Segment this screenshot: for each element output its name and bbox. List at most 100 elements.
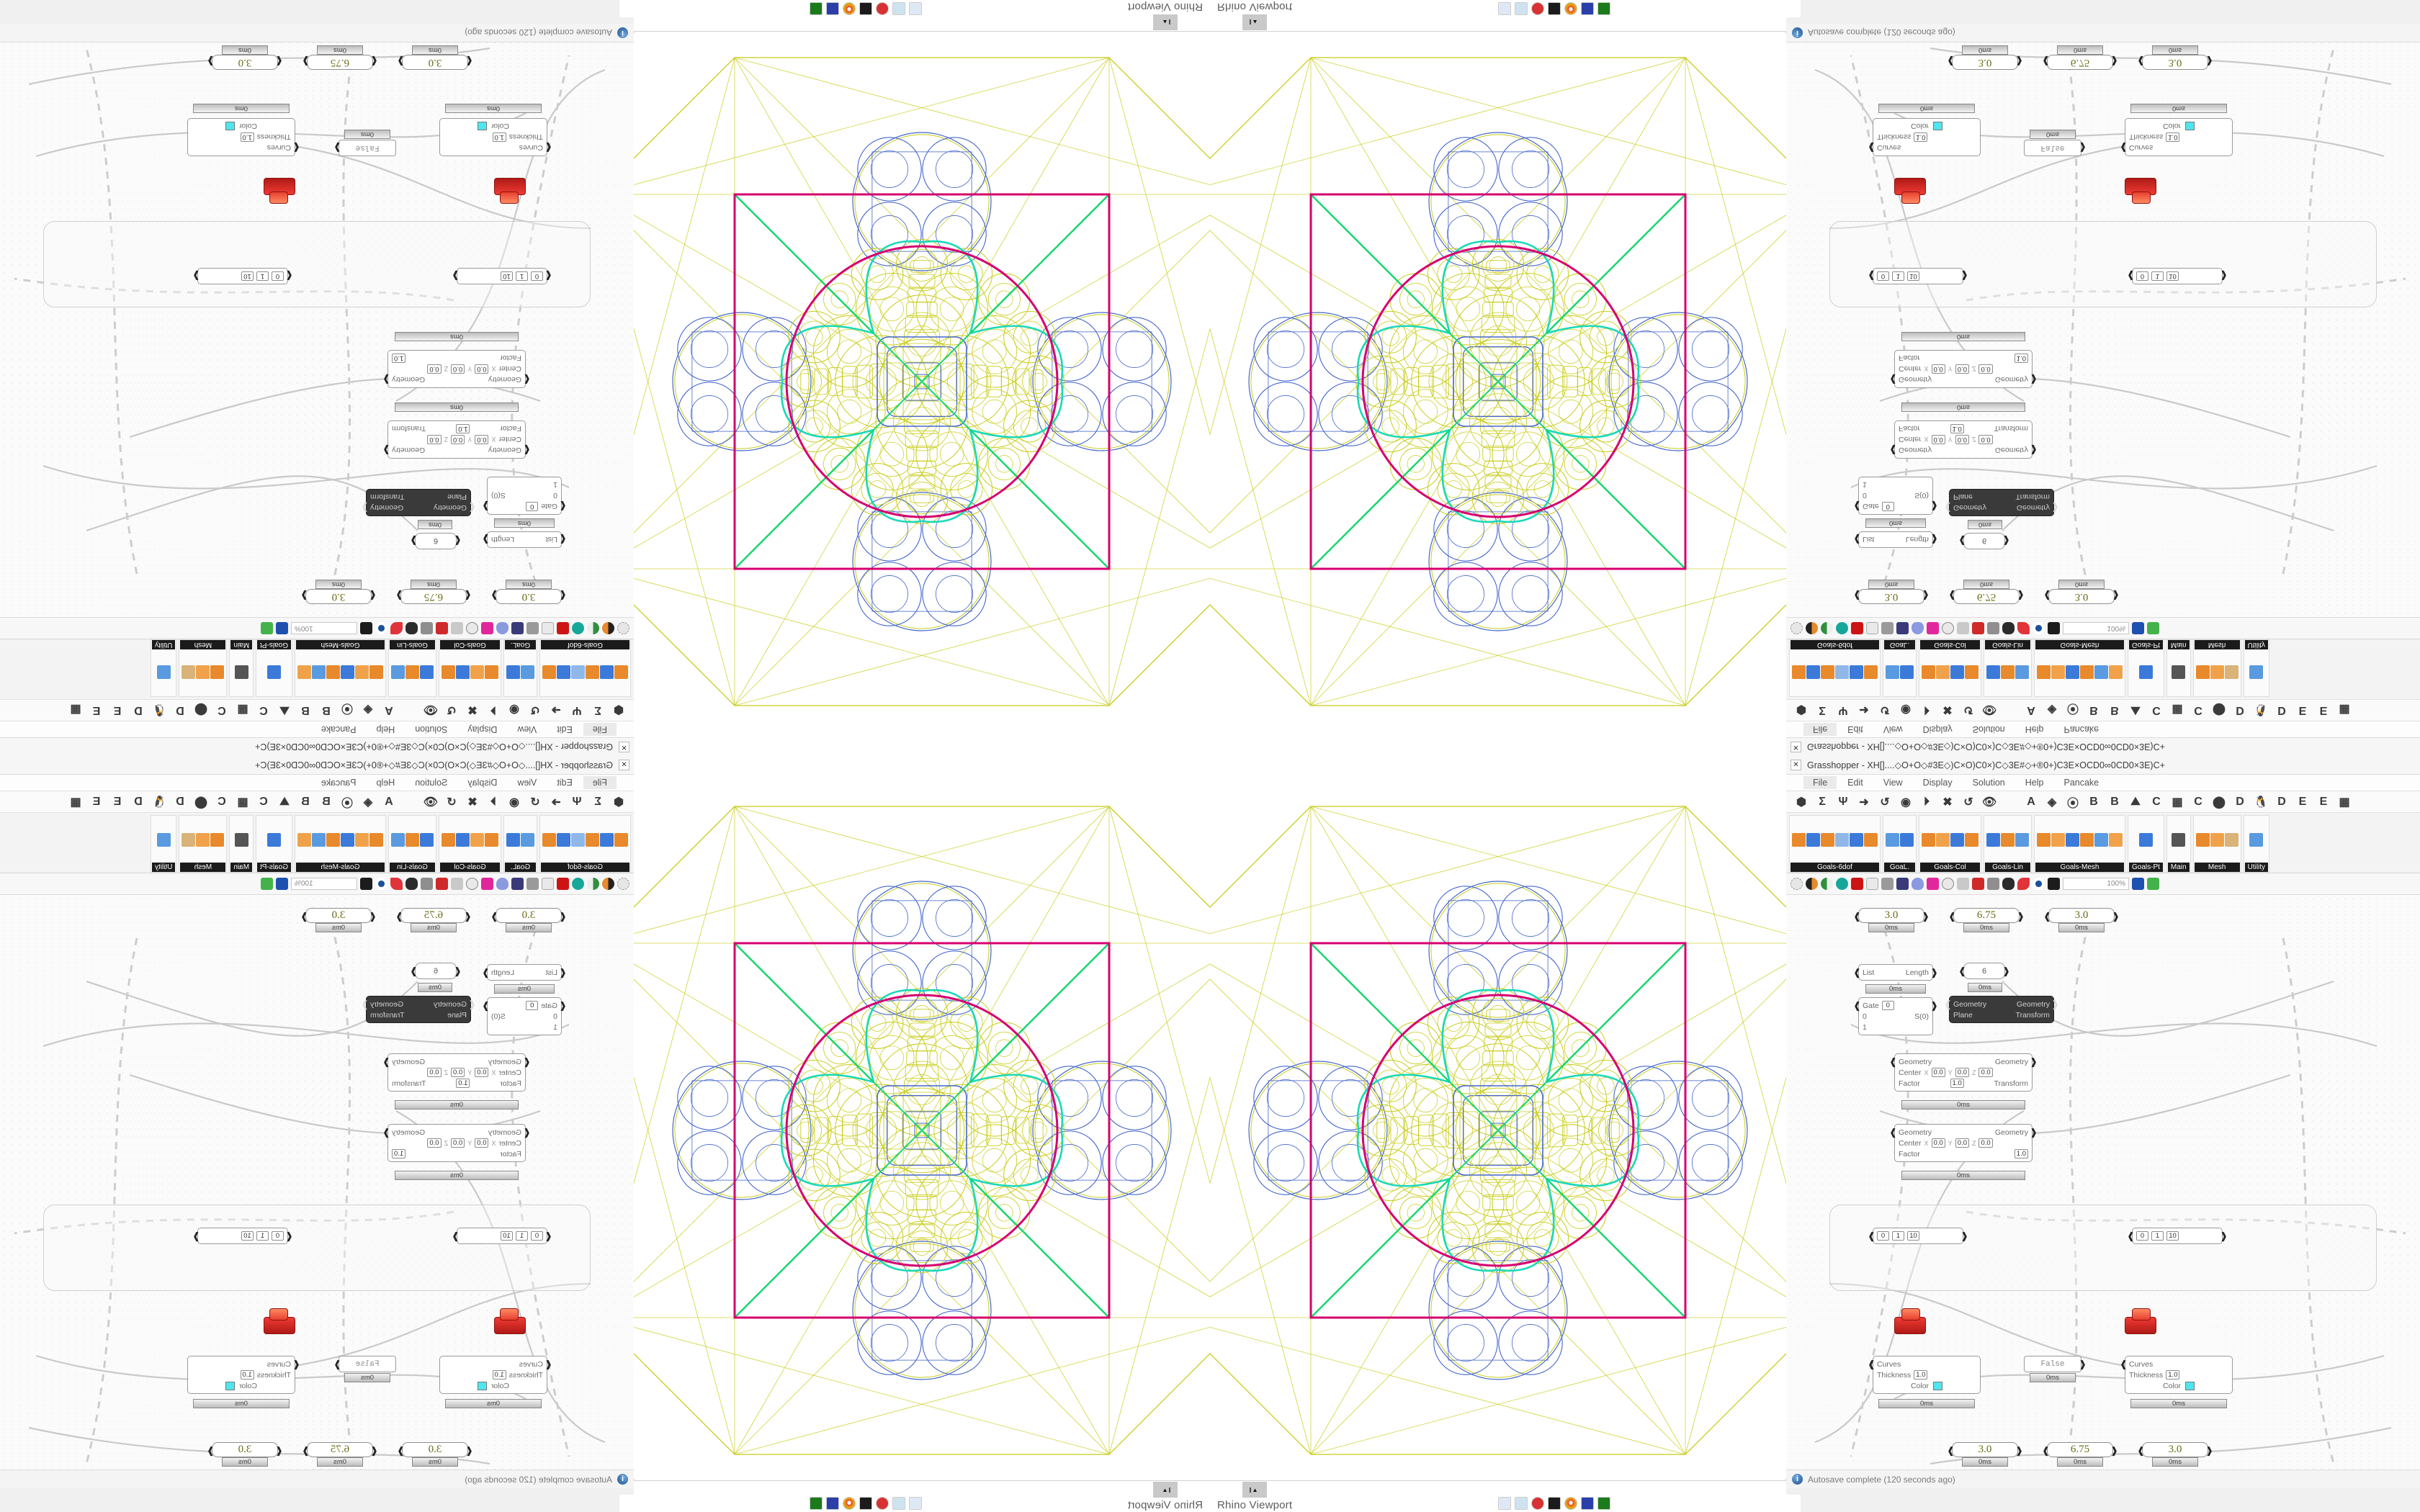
- tab-icon-maths[interactable]: Σ: [594, 795, 601, 808]
- factor-value[interactable]: 1.0: [456, 424, 470, 433]
- number-slider[interactable]: ❰ 3.0 ❱: [300, 908, 377, 923]
- solver-component[interactable]: [494, 1317, 526, 1334]
- menu-item-display[interactable]: Display: [1922, 778, 1953, 788]
- tab-icon-vector[interactable]: ➜: [1859, 703, 1869, 716]
- map-icon[interactable]: [1548, 2, 1561, 15]
- gate-value[interactable]: 0: [1881, 502, 1894, 511]
- ribbon-group[interactable]: Goals-6dof: [539, 639, 631, 697]
- tab-icon-params[interactable]: ⬢: [1796, 703, 1806, 716]
- viewport-tab[interactable]: Rhino Viewport: [1118, 0, 1210, 32]
- solver-component[interactable]: [494, 178, 526, 195]
- center-x-value[interactable]: 0.0: [475, 1138, 489, 1148]
- tab-icon-curve[interactable]: ↺: [1880, 796, 1890, 809]
- series-start[interactable]: 0: [531, 1231, 543, 1241]
- calculator-icon[interactable]: [1498, 1497, 1511, 1510]
- viewport-dropdown-icon[interactable]: [1242, 1482, 1268, 1498]
- series-component[interactable]: 0 1 10 ❰ ❱: [452, 268, 552, 284]
- factor-value[interactable]: 1.0: [2014, 1149, 2028, 1158]
- tab-icon-params[interactable]: ⬢: [614, 703, 624, 716]
- number-slider[interactable]: ❰ 3.0 ❱: [2043, 589, 2120, 604]
- tab-icon-vector[interactable]: ➜: [1859, 796, 1869, 809]
- tab-icon-blob[interactable]: ⬤: [2213, 703, 2226, 716]
- tab-letter-c2[interactable]: C: [218, 795, 226, 808]
- series-component[interactable]: 0 1 10 ❰ ❱: [1868, 268, 1968, 284]
- ribbon-group[interactable]: Utility: [2243, 639, 2270, 697]
- number-slider[interactable]: ❰ 3.0 ❱: [1947, 1442, 2023, 1457]
- series-start[interactable]: 0: [2136, 1231, 2148, 1241]
- close-icon[interactable]: ✕: [1791, 760, 1801, 770]
- tab-icon-mesh[interactable]: ⏵: [1923, 704, 1930, 717]
- series-count[interactable]: 10: [2166, 271, 2179, 281]
- color-swatch[interactable]: [477, 1381, 487, 1390]
- center-x-value[interactable]: 0.0: [1931, 1068, 1945, 1077]
- tab-icon-weaverbird[interactable]: ⦿: [2066, 797, 2079, 810]
- tab-icon-intersect[interactable]: ✖: [467, 703, 478, 716]
- quadrant-bottom-left[interactable]: ▾ 0.79 104 162 1052 0.03 0.00 519 38 112…: [0, 756, 1210, 1512]
- list-length-component[interactable]: List Length ❰ ❱: [1853, 531, 1938, 548]
- floppy-blue-icon[interactable]: [826, 1497, 839, 1510]
- orient-component[interactable]: Geometry Geometry Plane Transform ❰: [1944, 996, 2059, 1023]
- ribbon-group[interactable]: Main: [2166, 815, 2191, 873]
- quadrant-top-right[interactable]: ▾ 0.79 104 162 1052 0.03 0.00 519 38 112…: [1210, 0, 2420, 756]
- ribbon-group[interactable]: Utility: [150, 639, 177, 697]
- ribbon-group[interactable]: Main: [2166, 639, 2191, 697]
- tab-icon-terrain[interactable]: ⛰: [2130, 795, 2141, 808]
- quadrant-bottom-right[interactable]: ▾ 0.79 104 162 1052 0.03 0.00 519 38 112…: [1210, 756, 2420, 1512]
- calculator-icon[interactable]: [909, 2, 922, 15]
- series-start[interactable]: 0: [272, 271, 284, 281]
- tab-letter-d1[interactable]: D: [176, 795, 184, 808]
- tab-letter-b2[interactable]: B: [2110, 795, 2119, 808]
- number-slider[interactable]: ❰ 3.0 ❱: [300, 589, 377, 604]
- tab-letter-a[interactable]: A: [2027, 795, 2035, 808]
- viewport-tab[interactable]: Rhino Viewport: [1210, 0, 1302, 32]
- tab-icon-sets[interactable]: Ψ: [1838, 795, 1848, 808]
- number-slider[interactable]: ❰ 3.0 ❱: [1947, 55, 2023, 70]
- menu-item-display[interactable]: Display: [467, 724, 498, 734]
- scale-component[interactable]: Geometry Geometry Center X 0.0 Y 0.0 Z: [382, 1053, 531, 1092]
- tab-letter-a[interactable]: A: [2027, 704, 2035, 717]
- ribbon-group[interactable]: Goals-Mesh: [295, 815, 386, 873]
- menu-item-file[interactable]: File: [583, 723, 617, 736]
- tab-letter-c1[interactable]: C: [2152, 704, 2161, 717]
- number-slider[interactable]: ❰ 3.0 ❱: [2137, 1442, 2213, 1457]
- viewport-tab[interactable]: Rhino Viewport: [1210, 1480, 1302, 1512]
- ribbon-group[interactable]: Goals-6dof: [1789, 815, 1881, 873]
- tab-icon-params[interactable]: ⬢: [614, 796, 624, 809]
- ribbon-group[interactable]: Goals-Col: [1919, 639, 1981, 697]
- tab-icon-blob[interactable]: ⬤: [2213, 796, 2226, 809]
- tab-letter-d1[interactable]: D: [176, 704, 184, 717]
- gate-component[interactable]: Gate 0 0 S(0) 1 ❰: [1853, 477, 1938, 515]
- ribbon-group[interactable]: GoaL.: [503, 639, 537, 697]
- close-icon[interactable]: ✕: [619, 760, 629, 770]
- series-component[interactable]: 0 1 10 ❰ ❱: [2127, 1228, 2228, 1244]
- tab-letter-d1[interactable]: D: [2236, 795, 2244, 808]
- menu-item-edit[interactable]: Edit: [1847, 778, 1863, 788]
- chrome-icon[interactable]: [843, 1497, 856, 1510]
- series-start[interactable]: 0: [2136, 271, 2148, 281]
- thickness-value[interactable]: 1.0: [2166, 132, 2180, 142]
- scale-component[interactable]: Geometry Geometry Center X 0.0 Y 0.0 Z: [382, 420, 531, 459]
- series-start[interactable]: 0: [1877, 1231, 1889, 1241]
- viewport-tab[interactable]: Rhino Viewport: [1118, 1480, 1210, 1512]
- ribbon-group[interactable]: Utility: [150, 815, 177, 873]
- tab-icon-display[interactable]: 👁: [1981, 703, 1997, 716]
- calculator-icon[interactable]: [1498, 2, 1511, 15]
- ribbon-group[interactable]: Goals-Col: [439, 639, 501, 697]
- ribbon-group[interactable]: Mesh: [2192, 639, 2241, 697]
- tab-icon-surface[interactable]: ◉: [1901, 703, 1911, 716]
- number-slider[interactable]: ❰ 3.0 ❱: [207, 1442, 283, 1457]
- solver-component[interactable]: [264, 1317, 295, 1334]
- scale-component[interactable]: Geometry Geometry Center X 0.0 Y 0.0 Z: [1889, 1053, 2038, 1092]
- tab-icon-bird[interactable]: 🐧: [152, 796, 166, 809]
- chrome-icon[interactable]: [843, 2, 856, 15]
- floppy-green-icon[interactable]: [810, 1497, 823, 1510]
- menu-item-solution[interactable]: Solution: [1972, 724, 2005, 734]
- ribbon-group[interactable]: Mesh: [179, 815, 228, 873]
- tab-icon-transform[interactable]: ↺: [447, 703, 457, 716]
- custom-preview-component[interactable]: Curves Thickness 1.0 Color ❰: [439, 118, 552, 156]
- tab-letter-e1[interactable]: E: [113, 704, 122, 717]
- center-x-value[interactable]: 0.0: [475, 435, 489, 444]
- center-y-value[interactable]: 0.0: [451, 1138, 465, 1148]
- color-swatch[interactable]: [225, 1381, 235, 1390]
- floppy-green-icon[interactable]: [1597, 2, 1610, 15]
